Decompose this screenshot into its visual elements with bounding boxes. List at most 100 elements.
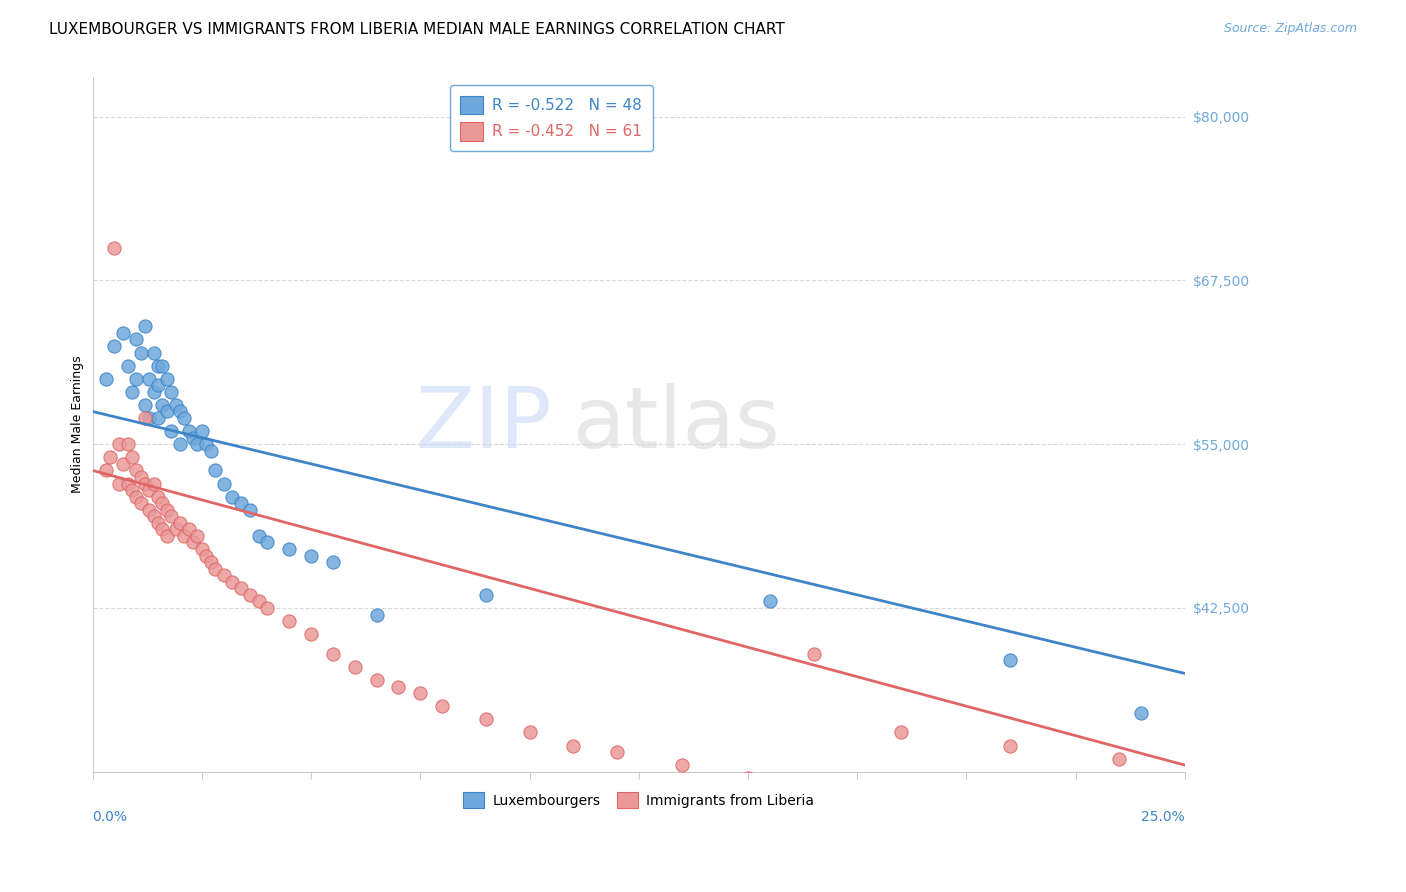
Y-axis label: Median Male Earnings: Median Male Earnings xyxy=(72,356,84,493)
Point xyxy=(221,490,243,504)
Point xyxy=(186,529,208,543)
Point xyxy=(759,594,782,608)
Point xyxy=(204,463,226,477)
Point xyxy=(146,516,169,530)
Point xyxy=(475,712,498,726)
Point xyxy=(177,424,200,438)
Point xyxy=(125,333,148,347)
Text: LUXEMBOURGER VS IMMIGRANTS FROM LIBERIA MEDIAN MALE EARNINGS CORRELATION CHART: LUXEMBOURGER VS IMMIGRANTS FROM LIBERIA … xyxy=(49,22,785,37)
Point xyxy=(200,555,222,569)
Point xyxy=(239,588,262,602)
Point xyxy=(998,653,1021,667)
Point xyxy=(366,673,388,687)
Point xyxy=(200,443,222,458)
Point xyxy=(278,541,301,556)
Point xyxy=(117,359,139,373)
Point xyxy=(186,437,208,451)
Point xyxy=(117,476,139,491)
Point xyxy=(152,522,174,536)
Point xyxy=(156,502,179,516)
Point xyxy=(142,509,165,524)
Point xyxy=(107,437,129,451)
Point xyxy=(152,359,174,373)
Point xyxy=(519,725,541,739)
Point xyxy=(409,686,432,700)
Point xyxy=(125,372,148,386)
Point xyxy=(173,411,195,425)
Point xyxy=(152,496,174,510)
Text: ZIP: ZIP xyxy=(415,383,551,467)
Point xyxy=(152,398,174,412)
Point xyxy=(165,522,187,536)
Point xyxy=(195,437,218,451)
Point xyxy=(247,529,270,543)
Point xyxy=(204,562,226,576)
Point xyxy=(998,739,1021,753)
Point xyxy=(129,470,152,484)
Point xyxy=(221,574,243,589)
Point xyxy=(142,345,165,359)
Point xyxy=(117,437,139,451)
Point xyxy=(121,483,143,497)
Point xyxy=(475,588,498,602)
Point xyxy=(231,496,253,510)
Point xyxy=(125,490,148,504)
Point xyxy=(112,457,135,471)
Point xyxy=(191,541,214,556)
Point xyxy=(160,424,183,438)
Point xyxy=(212,476,235,491)
Point xyxy=(94,372,117,386)
Point xyxy=(1130,706,1153,720)
Point xyxy=(256,535,278,549)
Point xyxy=(299,549,322,563)
Point xyxy=(156,529,179,543)
Point xyxy=(195,549,218,563)
Point xyxy=(181,535,204,549)
Point xyxy=(366,607,388,622)
Point xyxy=(239,502,262,516)
Point xyxy=(103,241,125,255)
Point xyxy=(160,509,183,524)
Point xyxy=(134,319,156,334)
Point xyxy=(322,647,344,661)
Point xyxy=(134,411,156,425)
Point xyxy=(169,404,191,418)
Point xyxy=(138,502,160,516)
Point xyxy=(146,359,169,373)
Point xyxy=(181,431,204,445)
Point xyxy=(671,758,693,772)
Point xyxy=(138,372,160,386)
Point xyxy=(173,529,195,543)
Point xyxy=(890,725,912,739)
Point xyxy=(247,594,270,608)
Text: 0.0%: 0.0% xyxy=(93,810,128,824)
Text: Source: ZipAtlas.com: Source: ZipAtlas.com xyxy=(1223,22,1357,36)
Point xyxy=(98,450,121,465)
Point xyxy=(212,568,235,582)
Point xyxy=(103,339,125,353)
Point xyxy=(177,522,200,536)
Point xyxy=(322,555,344,569)
Point xyxy=(256,601,278,615)
Text: 25.0%: 25.0% xyxy=(1142,810,1185,824)
Point xyxy=(129,345,152,359)
Point xyxy=(142,476,165,491)
Point xyxy=(146,490,169,504)
Point xyxy=(387,680,409,694)
Point xyxy=(737,771,759,785)
Point xyxy=(231,582,253,596)
Point xyxy=(299,627,322,641)
Text: atlas: atlas xyxy=(574,383,782,467)
Point xyxy=(146,378,169,392)
Point xyxy=(121,384,143,399)
Point xyxy=(121,450,143,465)
Point xyxy=(138,411,160,425)
Point xyxy=(156,404,179,418)
Point xyxy=(343,660,366,674)
Point xyxy=(142,384,165,399)
Point xyxy=(430,699,453,714)
Point xyxy=(562,739,585,753)
Point xyxy=(129,496,152,510)
Legend: Luxembourgers, Immigrants from Liberia: Luxembourgers, Immigrants from Liberia xyxy=(456,783,823,817)
Point xyxy=(803,647,825,661)
